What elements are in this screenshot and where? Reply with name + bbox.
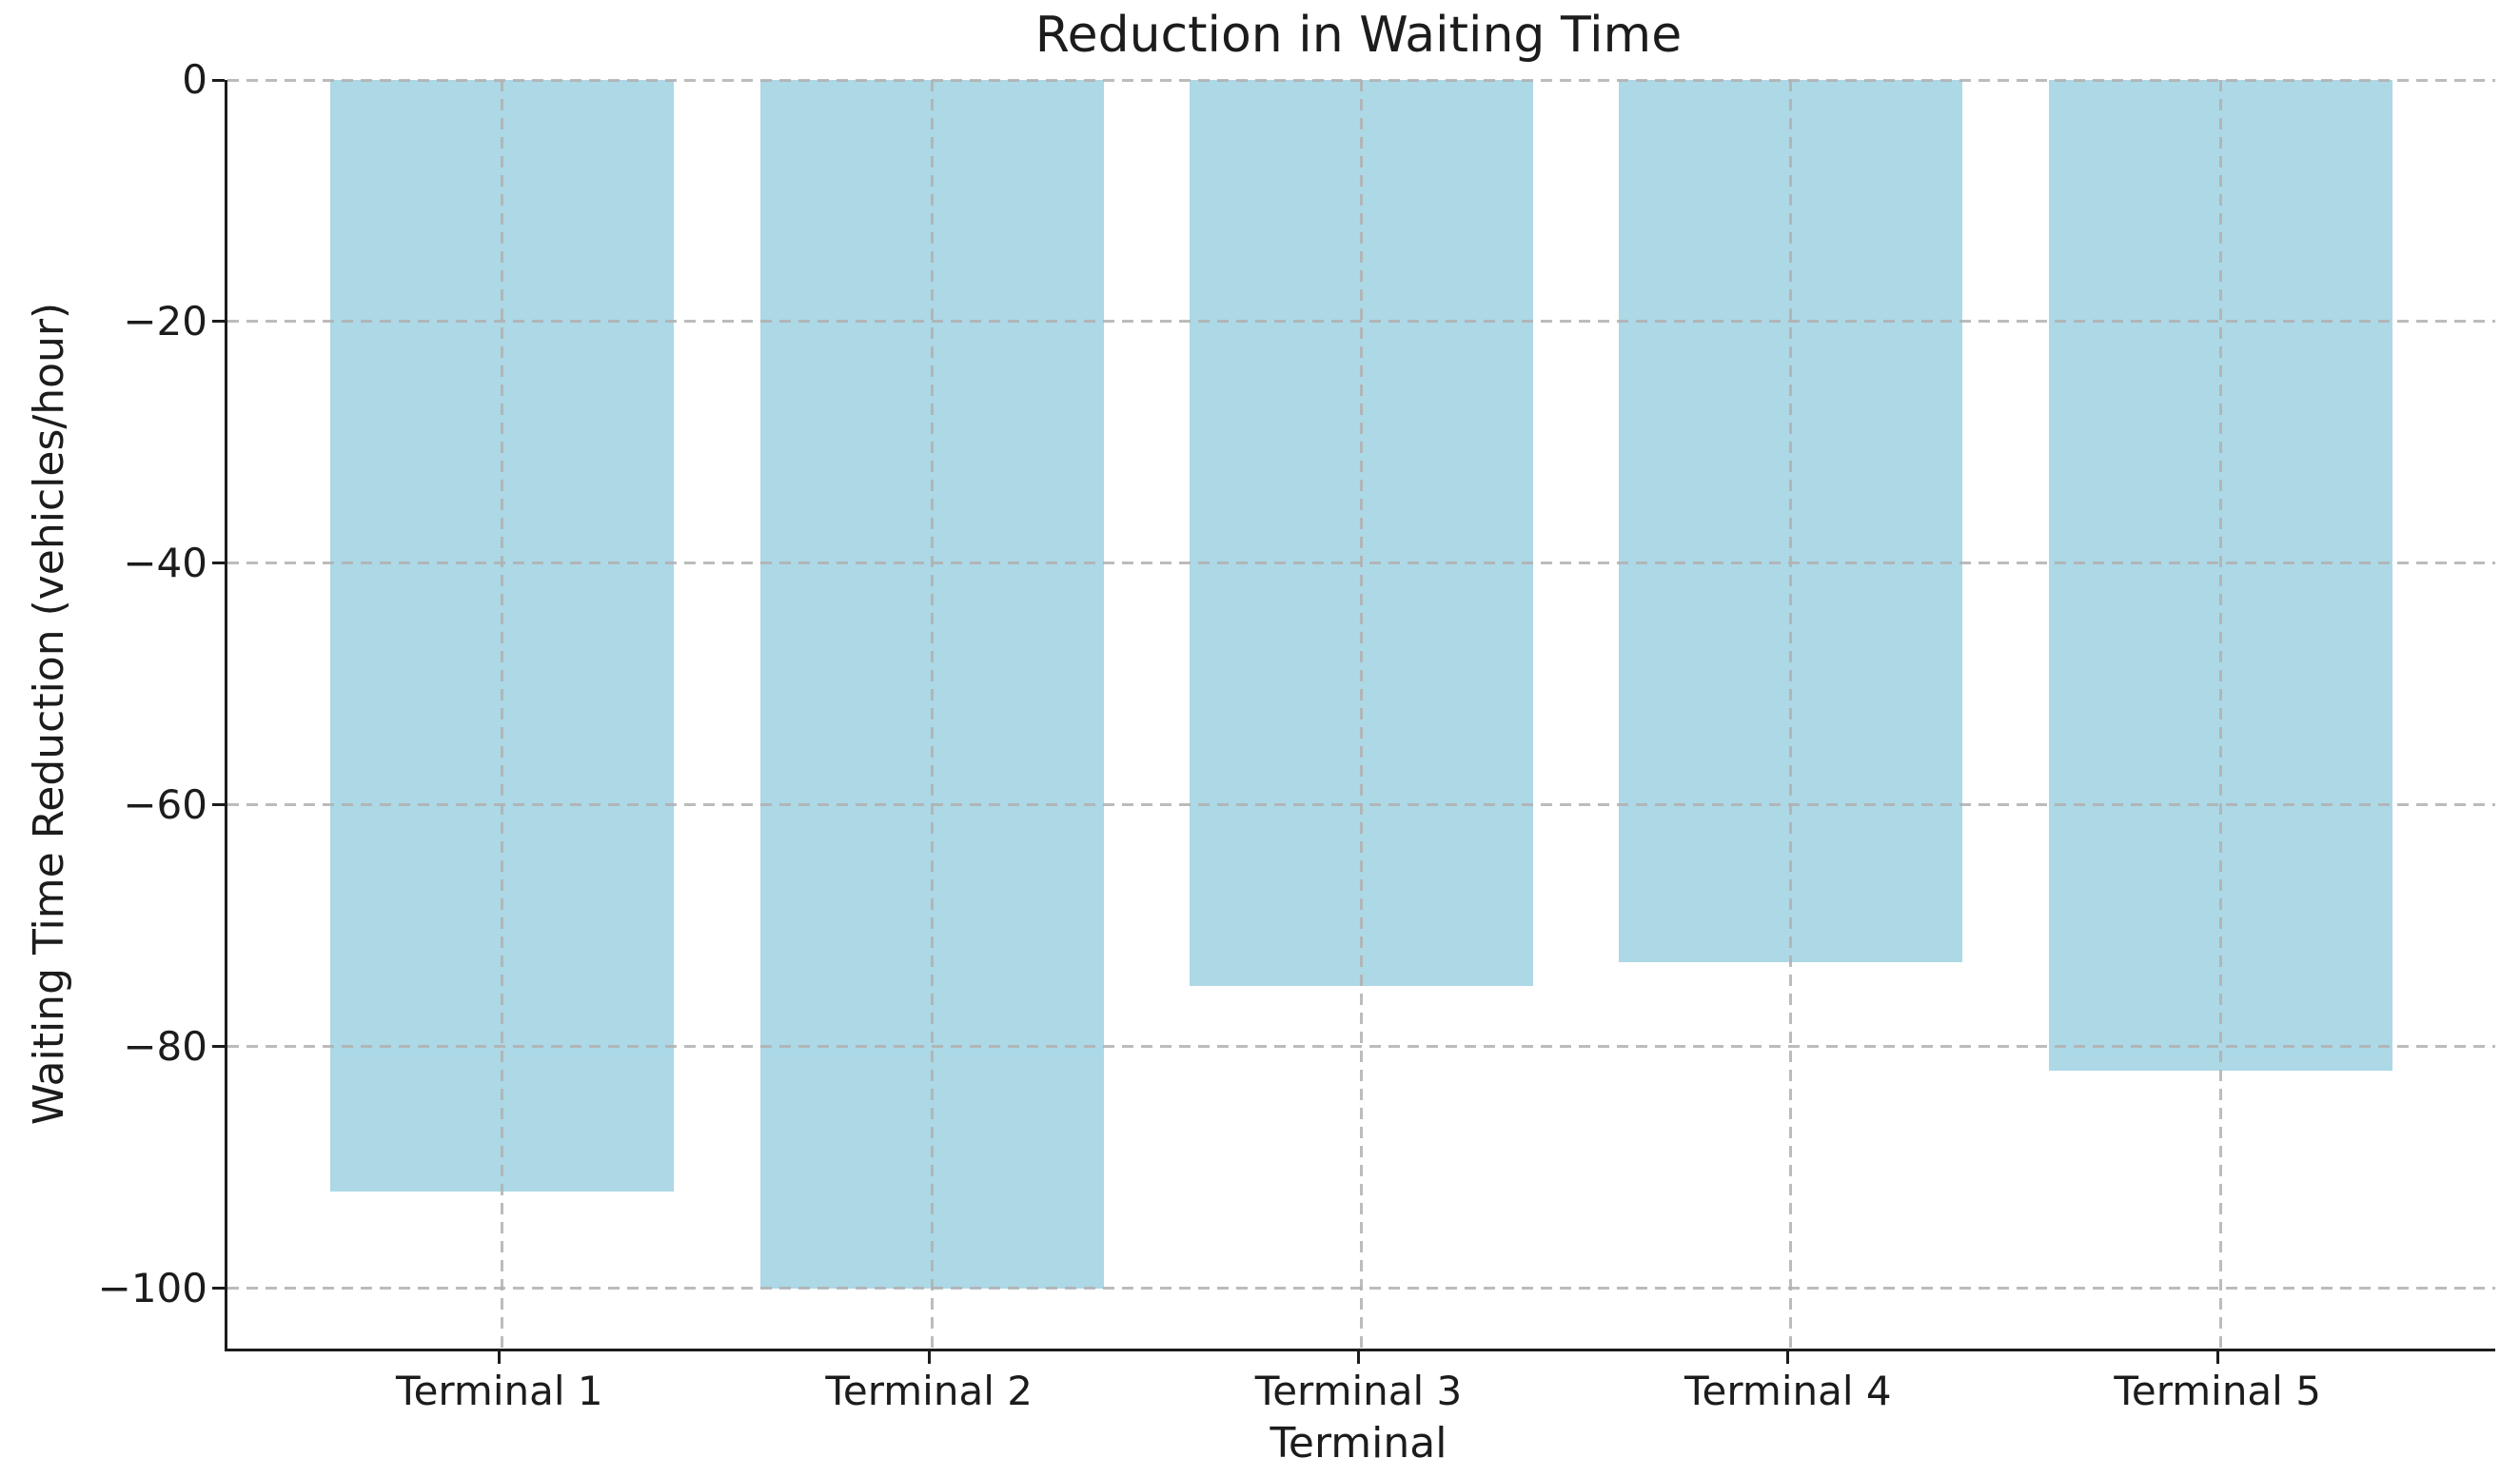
x-tick-mark	[1357, 1351, 1360, 1364]
y-tick-mark	[212, 562, 225, 565]
y-tick-label: −80	[123, 1022, 207, 1070]
x-tick-mark	[927, 1351, 931, 1364]
x-tick-mark	[2215, 1351, 2219, 1364]
y-tick-mark	[212, 78, 225, 82]
x-gridline	[501, 80, 504, 1349]
x-tick-label: Terminal 1	[396, 1368, 603, 1414]
x-tick-mark	[498, 1351, 502, 1364]
y-tick-label: −40	[123, 539, 207, 586]
y-tick-mark	[212, 1045, 225, 1049]
y-tick-label: −20	[123, 297, 207, 345]
y-tick-label: 0	[182, 56, 207, 103]
x-axis-label: Terminal	[1270, 1419, 1447, 1468]
x-tick-label: Terminal 5	[2114, 1368, 2321, 1414]
x-tick-label: Terminal 4	[1684, 1368, 1892, 1414]
x-tick-label: Terminal 3	[1254, 1368, 1463, 1414]
x-gridline	[1789, 80, 1793, 1349]
x-tick-mark	[1786, 1351, 1790, 1364]
chart-title: Reduction in Waiting Time	[1034, 7, 1683, 64]
x-gridline	[2218, 80, 2222, 1349]
y-tick-label: −60	[123, 780, 207, 828]
y-tick-mark	[212, 1287, 225, 1291]
y-axis-label: Waiting Time Reduction (vehicles/hour)	[25, 302, 73, 1126]
y-tick-mark	[212, 320, 225, 324]
y-tick-mark	[212, 803, 225, 807]
x-gridline	[1360, 80, 1363, 1349]
y-tick-label: −100	[97, 1264, 207, 1311]
x-tick-label: Terminal 2	[825, 1368, 1033, 1414]
plot-area	[225, 78, 2495, 1351]
x-gridline	[930, 80, 934, 1349]
